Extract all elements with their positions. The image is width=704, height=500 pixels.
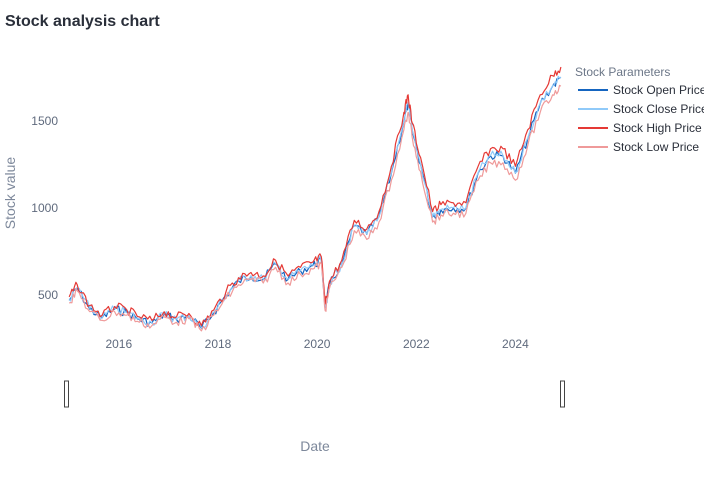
x-tick-label: 2018 — [205, 337, 232, 351]
y-tick-label: 1500 — [31, 114, 58, 128]
series-line-stock-high-price — [68, 66, 562, 327]
x-tick-label: 2022 — [403, 337, 430, 351]
legend-label: Stock Open Price — [613, 83, 704, 97]
y-tick-label: 1000 — [31, 201, 58, 215]
range-slider-left-handle[interactable] — [64, 380, 69, 408]
legend-item[interactable]: Stock High Price — [578, 121, 702, 135]
series-line-stock-low-price — [69, 84, 562, 332]
x-tick-label: 2024 — [502, 337, 529, 351]
y-tick-label: 500 — [38, 288, 58, 302]
x-axis-title: Date — [300, 438, 330, 454]
chart-title: Stock analysis chart — [5, 13, 160, 30]
legend-label: Stock Close Price — [613, 102, 704, 116]
legend-title: Stock Parameters — [575, 65, 670, 79]
legend-label: Stock Low Price — [613, 140, 699, 154]
plot-area — [68, 66, 562, 332]
range-slider-right-handle[interactable] — [560, 380, 565, 408]
legend-item[interactable]: Stock Close Price — [578, 102, 704, 116]
legend-label: Stock High Price — [613, 121, 702, 135]
x-axis-ticks: 2016 2018 2020 2022 2024 — [105, 337, 529, 351]
x-tick-label: 2020 — [304, 337, 331, 351]
range-slider[interactable] — [64, 380, 565, 408]
series-line-stock-open-price — [68, 76, 562, 329]
legend-item[interactable]: Stock Open Price — [578, 83, 704, 97]
y-axis-title: Stock value — [2, 157, 18, 230]
legend: Stock Parameters Stock Open Price Stock C… — [575, 65, 704, 154]
x-tick-label: 2016 — [105, 337, 132, 351]
series-line-stock-close-price — [68, 75, 562, 329]
legend-item[interactable]: Stock Low Price — [578, 140, 699, 154]
y-axis-ticks: 500 1000 1500 — [31, 114, 58, 302]
